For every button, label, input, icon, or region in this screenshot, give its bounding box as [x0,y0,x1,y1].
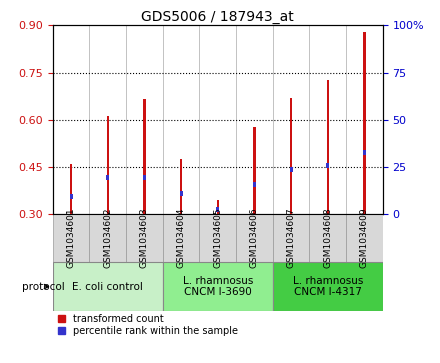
Bar [253,127,256,214]
Text: GSM1034604: GSM1034604 [176,208,186,268]
Bar [53,262,163,311]
Bar [70,164,73,214]
Bar [70,194,73,199]
Bar [163,214,199,262]
Bar [326,80,329,214]
Bar [290,167,293,172]
Text: L. rhamnosus
CNCM I-4317: L. rhamnosus CNCM I-4317 [293,276,363,297]
Text: GSM1034601: GSM1034601 [66,208,76,268]
Bar [236,214,273,262]
Bar [290,98,293,214]
Bar [106,117,109,214]
Bar [143,175,146,180]
Bar [143,99,146,214]
Text: L. rhamnosus
CNCM I-3690: L. rhamnosus CNCM I-3690 [183,276,253,297]
Text: E. coli control: E. coli control [72,282,143,291]
Text: GSM1034606: GSM1034606 [250,208,259,268]
Bar [216,200,219,214]
Text: protocol: protocol [22,282,64,291]
Bar [106,175,109,180]
Bar [253,182,256,187]
Bar [89,214,126,262]
Bar [363,32,366,214]
Text: GSM1034602: GSM1034602 [103,208,112,268]
Text: GSM1034608: GSM1034608 [323,208,332,268]
Bar [326,163,329,168]
Bar [53,214,89,262]
Bar [346,214,383,262]
Bar [273,262,383,311]
Bar [363,150,366,155]
Bar [180,159,183,214]
Bar [216,207,219,212]
Text: GSM1034603: GSM1034603 [140,208,149,268]
Text: GSM1034609: GSM1034609 [360,208,369,268]
Legend: transformed count, percentile rank within the sample: transformed count, percentile rank withi… [58,314,238,336]
Text: GSM1034605: GSM1034605 [213,208,222,268]
Text: GSM1034607: GSM1034607 [286,208,296,268]
Title: GDS5006 / 187943_at: GDS5006 / 187943_at [141,11,294,24]
Bar [163,262,273,311]
Bar [126,214,163,262]
Bar [273,214,309,262]
Bar [309,214,346,262]
Bar [180,191,183,196]
Bar [199,214,236,262]
